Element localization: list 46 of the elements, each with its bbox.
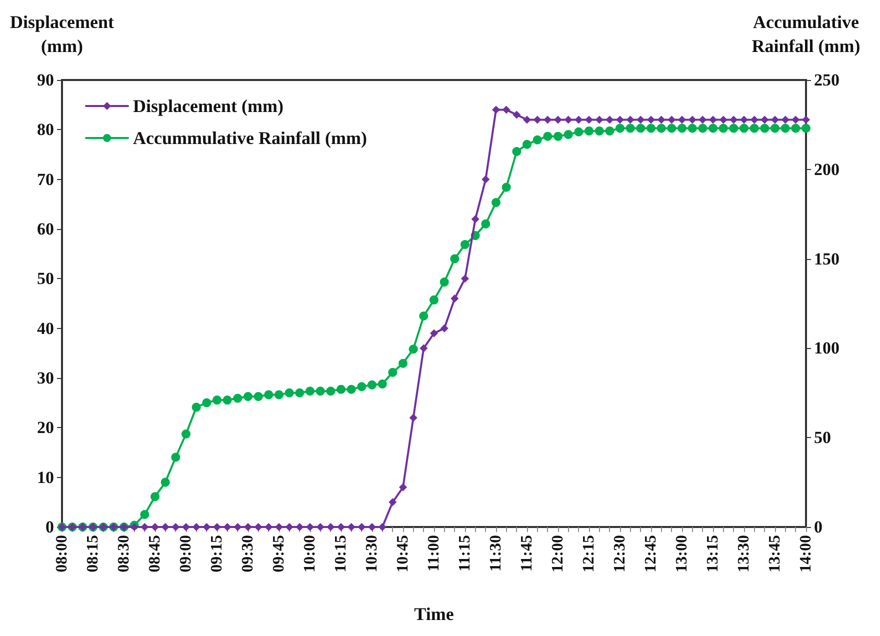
y-tick-label: 10: [37, 468, 54, 487]
x-tick-label: 09:00: [178, 535, 194, 572]
legend-label: Accummulative Rainfall (mm): [133, 128, 367, 148]
y-axis-title: Displacement (mm): [10, 12, 114, 56]
x-tick-label: 10:30: [364, 535, 380, 572]
x-tick-label: 13:30: [736, 535, 752, 572]
x-tick-label: 12:45: [642, 535, 660, 572]
x-tick-label: 12:15: [580, 535, 598, 572]
x-tick-label: 13:00: [674, 535, 690, 572]
x-tick-label: 09:45: [270, 535, 288, 572]
y-tick-label: 0: [46, 518, 54, 536]
y2-axis-title: Accumulative Rainfall (mm): [752, 12, 860, 56]
y2-tick-label: 250: [814, 70, 840, 90]
x-tick-label: 10:15: [332, 535, 350, 572]
x-tick-label: 08:15: [84, 535, 102, 572]
y-tick-label: 60: [37, 220, 54, 238]
x-tick-label: 11:15: [456, 535, 474, 572]
x-tick-label: 11:30: [488, 535, 504, 572]
x-tick-label: 10:00: [302, 535, 318, 572]
x-tick-label: 08:45: [146, 535, 164, 572]
y2-tick-label: 50: [814, 428, 831, 448]
y-tick-label: 50: [37, 269, 54, 288]
x-tick-label: 09:15: [208, 535, 226, 572]
y2-tick-label: 0: [814, 518, 822, 536]
x-axis-title: Time: [414, 604, 454, 624]
x-tick-label: 11:45: [518, 535, 536, 572]
y-tick-label: 80: [37, 120, 54, 140]
x-tick-label: 09:30: [240, 535, 256, 572]
x-tick-label: 12:30: [612, 535, 628, 572]
legend-label: Displacement (mm): [133, 96, 284, 116]
y2-tick-label: 100: [814, 338, 840, 358]
y-tick-label: 30: [37, 368, 54, 388]
x-tick-label: 11:00: [426, 535, 442, 572]
y2-tick-label: 150: [814, 249, 840, 268]
x-tick-label: 08:30: [116, 535, 132, 572]
x-tick-label: 14:00: [798, 535, 814, 572]
y-tick-label: 20: [37, 418, 54, 438]
x-tick-label: 13:15: [704, 535, 722, 572]
y-tick-label: 90: [37, 70, 54, 90]
x-tick-label: 12:00: [550, 535, 566, 572]
y2-tick-label: 200: [814, 160, 840, 179]
x-tick-label: 13:45: [766, 535, 784, 572]
x-tick-label: 10:45: [394, 535, 412, 572]
y-tick-label: 70: [37, 170, 54, 189]
x-tick-label: 08:00: [54, 535, 70, 572]
y-tick-label: 40: [37, 318, 54, 338]
